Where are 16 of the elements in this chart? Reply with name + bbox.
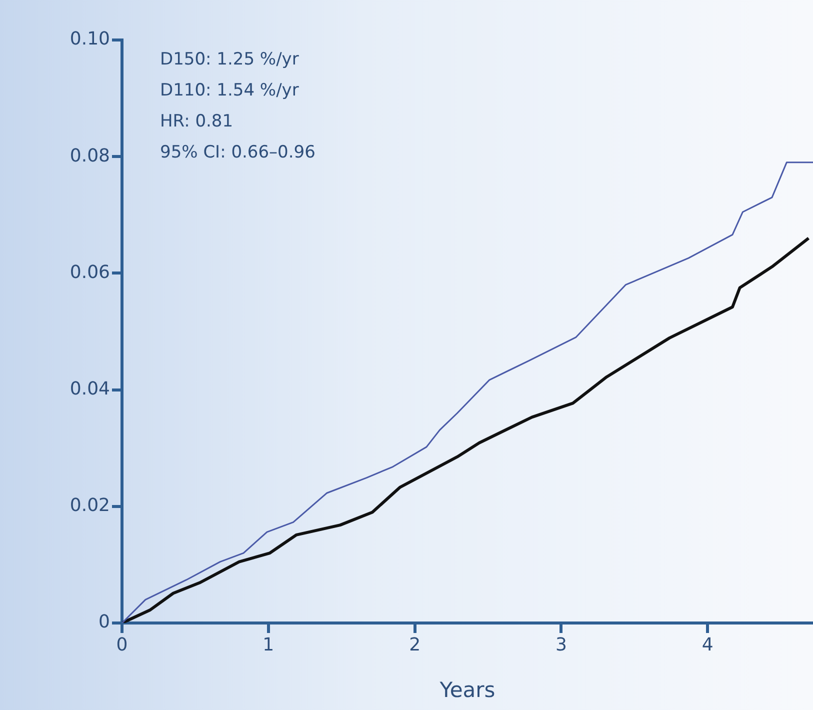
x-axis-title: Years	[438, 678, 496, 702]
y-tick-label: 0.04	[70, 378, 110, 400]
y-tick-label: 0.06	[70, 262, 110, 283]
x-tick-label: 3	[555, 634, 567, 656]
x-tick-label: 1	[262, 634, 274, 656]
x-tick-label: 0	[116, 634, 128, 656]
y-tick-label: 0	[98, 612, 110, 633]
annotation: D150: 1.25 %/yr	[160, 49, 299, 70]
annotation: 95% CI: 0.66–0.96	[160, 142, 316, 162]
annotation: HR: 0.81	[160, 111, 234, 132]
annotation: D110: 1.54 %/yr	[160, 80, 299, 100]
y-tick-label: 0.08	[70, 145, 110, 166]
y-tick-label: 0.02	[70, 495, 110, 516]
x-tick-label: 4	[702, 634, 714, 656]
x-tick-label: 2	[409, 634, 421, 656]
y-tick-label: 0.10	[70, 28, 110, 50]
